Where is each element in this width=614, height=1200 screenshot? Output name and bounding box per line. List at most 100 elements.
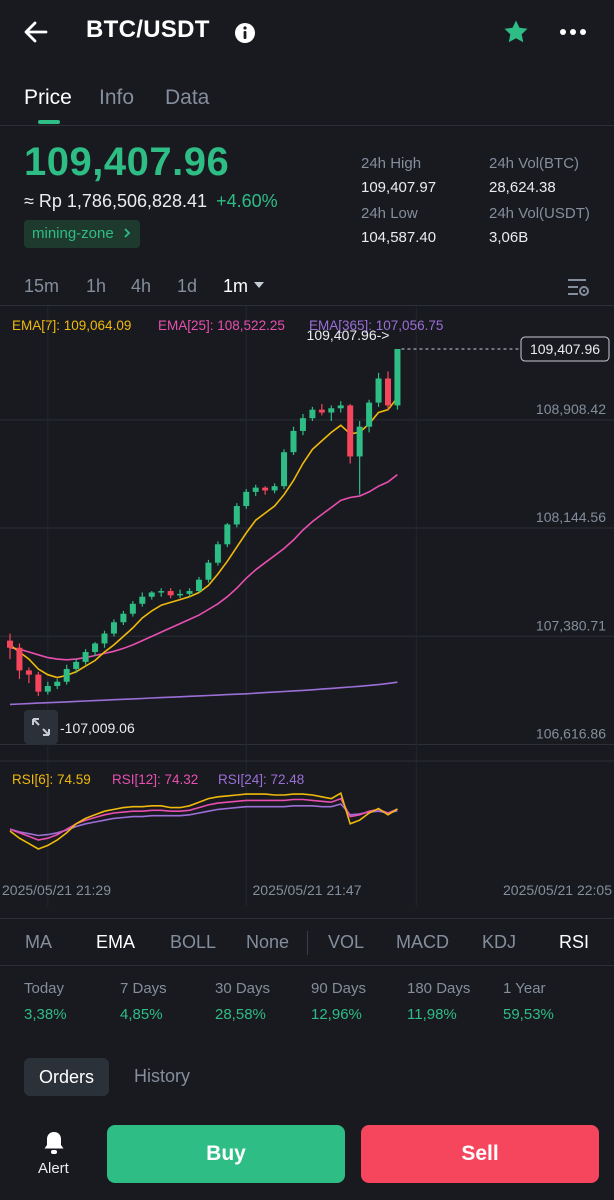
interval-4h[interactable]: 4h — [131, 276, 152, 296]
perf-value-30d: 28,58% — [215, 1006, 266, 1023]
candle-body — [224, 524, 231, 545]
interval-15m[interactable]: 15m — [24, 276, 60, 296]
indicator-kdj[interactable]: KDJ — [482, 932, 517, 952]
perf-value-90d: 12,96% — [311, 1006, 362, 1023]
perf-label-90d: 90 Days — [311, 980, 367, 997]
interval-1m-label: 1m — [223, 276, 249, 296]
candle — [214, 541, 221, 566]
candle — [63, 664, 70, 685]
candle-body — [44, 685, 51, 692]
perf-value-1y: 59,53% — [503, 1006, 554, 1023]
indicator-boll[interactable]: BOLL — [170, 932, 217, 952]
zone-tag[interactable]: mining-zone — [24, 220, 140, 248]
more-dots-icon[interactable] — [558, 22, 588, 42]
candle-body — [73, 661, 80, 669]
candle — [262, 486, 269, 495]
vol-usdt-label: 24h Vol(USDT) — [489, 205, 590, 222]
y-tick-label: 108,908.42 — [536, 401, 606, 417]
indicator-rsi[interactable]: RSI — [559, 932, 590, 952]
pair-title: BTC/USDT — [86, 16, 210, 43]
candle — [243, 489, 250, 509]
high-label: 24h High — [361, 155, 422, 172]
interval-1d[interactable]: 1d — [177, 276, 198, 296]
candle-body — [92, 643, 99, 652]
rsi-legend-entry: RSI[24]: 72.48 — [218, 772, 304, 787]
perf-label-1y: 1 Year — [503, 980, 546, 997]
candle — [167, 588, 174, 599]
bell-icon[interactable] — [42, 1130, 66, 1156]
candle — [252, 484, 259, 497]
ema-legend-entry: EMA[25]: 108,522.25 — [158, 318, 285, 333]
candle — [205, 559, 212, 583]
candle-body — [347, 405, 354, 457]
perf-value-today: 3,38% — [24, 1006, 67, 1023]
candle-body — [7, 640, 13, 648]
caret-down-icon — [254, 282, 265, 289]
candle-body — [129, 603, 136, 614]
candle-body — [16, 647, 23, 671]
candle-body — [385, 378, 391, 406]
indicator-ma[interactable]: MA — [25, 932, 52, 952]
candle — [281, 449, 288, 490]
low-price-marker: -107,009.06 — [60, 720, 135, 736]
buy-button[interactable]: Buy — [107, 1125, 345, 1183]
ema-legend-entry: EMA[365]: 107,056.75 — [309, 318, 443, 333]
indicator-none[interactable]: None — [246, 932, 290, 952]
candle-body — [243, 491, 250, 507]
tab-price[interactable]: Price — [24, 86, 72, 109]
candle — [356, 421, 363, 495]
indicator-ema[interactable]: EMA — [96, 932, 136, 952]
perf-label-180d: 180 Days — [407, 980, 471, 997]
indicator-divider — [307, 931, 308, 955]
candle — [186, 588, 193, 597]
fiat-prefix: ≈ Rp — [24, 191, 62, 211]
perf-value-7d: 4,85% — [120, 1006, 163, 1023]
y-tick-label: 107,380.71 — [536, 617, 606, 633]
y-tick-label: 106,616.86 — [536, 726, 606, 742]
indicator-selector: MA EMA BOLL None VOL MACD KDJ RSI — [0, 918, 614, 966]
tab-history[interactable]: History — [134, 1066, 191, 1086]
star-icon[interactable] — [502, 18, 530, 46]
candle-body — [214, 544, 221, 563]
fiat-price: ≈ Rp 1,786,506,828.41 +4.60% — [24, 191, 278, 212]
sell-button[interactable]: Sell — [361, 1125, 599, 1183]
candle — [148, 591, 155, 600]
tab-info[interactable]: Info — [99, 86, 135, 109]
candle — [196, 576, 202, 593]
expand-icon[interactable] — [24, 710, 58, 744]
candle-body — [54, 681, 61, 686]
candle — [129, 600, 136, 617]
candle — [35, 671, 42, 696]
tab-data[interactable]: Data — [165, 86, 210, 109]
candle-body — [158, 591, 165, 593]
candle-body — [120, 613, 127, 623]
vol-btc-label: 24h Vol(BTC) — [489, 155, 580, 172]
indicator-vol[interactable]: VOL — [328, 932, 365, 952]
x-tick-label: 2025/05/21 21:29 — [2, 882, 111, 898]
candle-body — [35, 674, 42, 692]
price-chart[interactable]: 108,908.42 108,144.56 107,380.71 106,616.86… — [0, 306, 614, 918]
arrow-left-icon[interactable] — [22, 18, 50, 46]
change-percent: +4.60% — [216, 191, 278, 211]
candle-body — [110, 622, 117, 634]
perf-value-180d: 11,98% — [407, 1006, 457, 1023]
rsi-legend-entry: RSI[12]: 74.32 — [112, 772, 198, 787]
perf-label-7d: 7 Days — [120, 980, 167, 997]
candle-body — [139, 596, 146, 604]
candle-body — [290, 430, 297, 453]
interval-1h[interactable]: 1h — [86, 276, 107, 296]
candle — [385, 371, 391, 410]
tab-orders[interactable]: Orders — [24, 1058, 109, 1096]
candle — [7, 633, 13, 660]
candle — [233, 503, 240, 528]
candle — [394, 349, 401, 410]
candle — [375, 372, 382, 407]
rsi-legend-entry: RSI[6]: 74.59 — [12, 772, 91, 787]
indicator-macd[interactable]: MACD — [396, 932, 449, 952]
info-icon[interactable] — [234, 22, 256, 44]
candle — [16, 643, 23, 679]
interval-1m[interactable]: 1m — [223, 276, 265, 297]
candle-body — [148, 592, 155, 597]
candle-body — [356, 426, 363, 457]
chart-settings-icon[interactable] — [566, 276, 590, 298]
